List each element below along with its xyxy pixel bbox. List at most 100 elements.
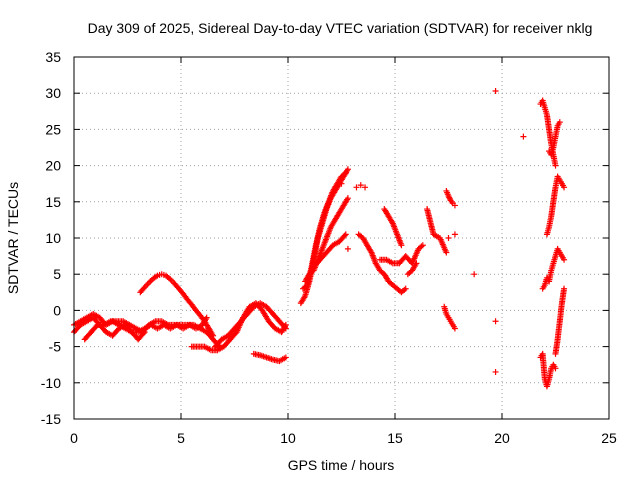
data-point-run	[339, 171, 348, 179]
data-point-run	[278, 355, 288, 364]
data-point-run	[160, 319, 170, 327]
data-point-run	[406, 268, 414, 276]
x-tick-label: 10	[280, 430, 296, 446]
x-tick-label: 25	[601, 430, 617, 446]
x-axis-label: GPS time / hours	[288, 457, 395, 473]
data-point-run	[216, 344, 226, 353]
data-point-run	[437, 236, 449, 254]
data-point-run	[203, 344, 213, 353]
data-point-run	[258, 301, 268, 309]
data-point-run	[91, 311, 102, 320]
y-tick-label: 35	[45, 49, 61, 65]
data-point-run	[548, 146, 556, 156]
data-point-run	[301, 283, 309, 291]
data-point-run	[213, 337, 224, 349]
series-late-d	[539, 245, 568, 292]
data-point	[344, 245, 351, 252]
data-point-run	[181, 292, 190, 302]
series-decline-a	[355, 231, 409, 296]
data-point-run	[260, 309, 271, 323]
data-point-run	[382, 207, 391, 218]
data-point-run	[166, 321, 176, 328]
series-late-f	[552, 285, 568, 357]
data-point-run	[72, 323, 83, 334]
data-point-run	[173, 321, 183, 328]
series-drop-b	[443, 187, 458, 209]
data-point-run	[82, 330, 94, 342]
data-point	[445, 235, 452, 241]
y-tick-label: 25	[45, 121, 61, 137]
data-point-run	[399, 286, 408, 295]
data-point-run	[271, 312, 282, 324]
data-point-run	[542, 276, 550, 287]
data-point	[492, 318, 499, 325]
data-point-run	[391, 283, 399, 291]
data-point-run	[550, 254, 558, 265]
data-points	[71, 88, 568, 390]
data-point-run	[385, 257, 395, 266]
data-point	[419, 242, 426, 249]
x-tick-label: 20	[494, 430, 510, 446]
data-point	[413, 260, 420, 267]
data-point-run	[156, 322, 166, 331]
data-point-run	[164, 273, 172, 282]
data-point-run	[378, 268, 386, 276]
data-point-run	[410, 261, 419, 273]
series-spots-13	[338, 180, 369, 252]
data-point-run	[313, 225, 323, 247]
data-point-run	[444, 189, 451, 198]
data-point-run	[360, 236, 370, 247]
data-point-run	[104, 330, 114, 338]
y-tick-label: -10	[41, 375, 61, 391]
data-point-run	[143, 281, 151, 289]
data-point	[443, 249, 450, 256]
data-point	[342, 231, 349, 238]
data-point-run	[96, 321, 106, 328]
data-point-run	[322, 200, 331, 215]
data-point-run	[341, 196, 351, 207]
data-point	[344, 166, 351, 173]
data-point-run	[357, 232, 365, 240]
data-point-run	[258, 352, 268, 360]
data-point-run	[542, 106, 550, 117]
data-point-run	[335, 174, 344, 186]
data-point-run	[121, 319, 131, 327]
data-point-run	[387, 279, 395, 287]
data-point-run	[544, 225, 552, 236]
data-point-run	[273, 326, 283, 335]
data-point	[520, 133, 527, 140]
data-point-run	[134, 326, 144, 335]
data-point-run	[271, 357, 281, 364]
x-tick-label: 5	[177, 430, 185, 446]
data-point-run	[168, 277, 177, 286]
series-decline-b	[377, 242, 426, 267]
data-point-run	[303, 272, 312, 283]
data-point-run	[332, 211, 342, 222]
data-point-run	[221, 337, 233, 349]
data-point-run	[140, 323, 151, 334]
series-track-c	[81, 318, 223, 350]
x-axis-ticks: 0 5 10 15 20 25	[70, 57, 617, 446]
data-point-run	[239, 312, 250, 324]
data-point-run	[228, 330, 239, 342]
data-point	[398, 242, 405, 249]
y-tick-label: 10	[45, 230, 61, 246]
data-point-run	[395, 286, 403, 295]
data-point	[342, 169, 349, 176]
data-point-run	[153, 318, 164, 325]
data-point-run	[202, 319, 211, 331]
series-piece-16b	[424, 206, 450, 256]
data-point-run	[172, 281, 181, 291]
series-late-b	[546, 119, 563, 158]
data-point-run	[394, 232, 404, 247]
data-point-run	[128, 322, 138, 331]
data-point-run	[382, 272, 391, 283]
data-point	[451, 202, 458, 209]
data-point-run	[85, 315, 95, 324]
data-point-run	[544, 378, 552, 388]
data-point-run	[553, 247, 561, 258]
data-point-run	[378, 256, 388, 263]
y-tick-label: 5	[53, 266, 61, 282]
data-point-run	[190, 343, 200, 350]
data-point-run	[554, 319, 563, 341]
